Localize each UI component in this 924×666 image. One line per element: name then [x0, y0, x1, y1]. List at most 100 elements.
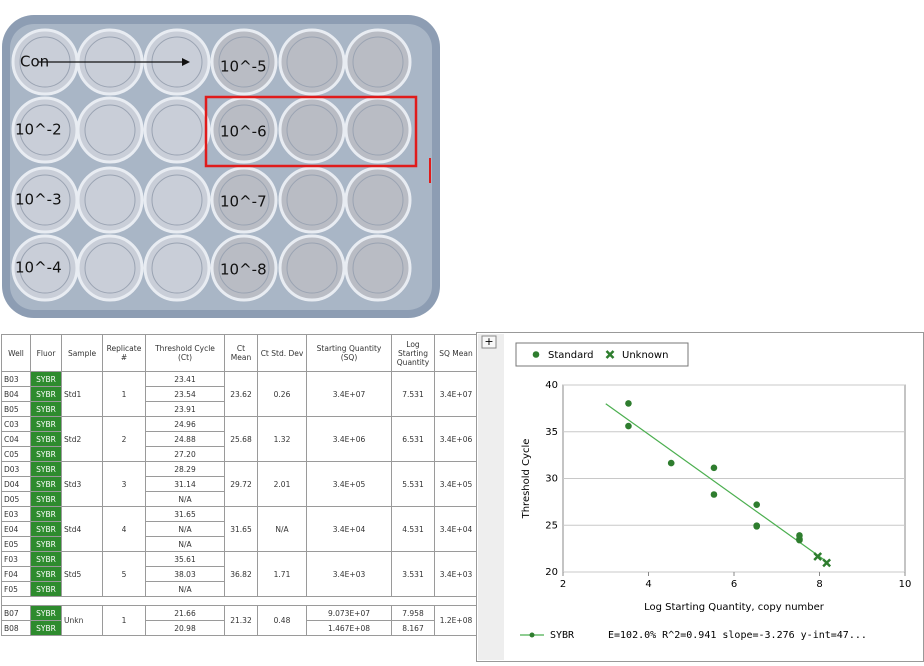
well-inner [19, 104, 71, 156]
well [210, 234, 278, 302]
well-inner [352, 36, 404, 88]
cell-ct-sd: 2.01 [257, 461, 307, 507]
table-row: C05 SYBR 27.20 [1, 446, 478, 462]
cell-well: B03 [1, 371, 31, 387]
expand-icon: + [484, 335, 493, 348]
well [278, 234, 346, 302]
cell-sq: 3.4E+06 [306, 416, 392, 462]
well-inner [151, 104, 203, 156]
well [278, 28, 346, 96]
cell-ct-mean: 21.32 [224, 605, 258, 636]
cell-ct-mean: 36.82 [224, 551, 258, 597]
well [344, 96, 412, 164]
cell-well: F04 [1, 566, 31, 582]
cell-log: 3.531 [391, 551, 435, 597]
cell-sample: Unkn [61, 605, 103, 636]
fit-stats: E=102.0% R^2=0.941 slope=-3.276 y-int=47… [608, 630, 867, 641]
cell-sq-mean: 1.2E+08 [434, 605, 478, 636]
cell-well: B05 [1, 401, 31, 417]
fit-legend-marker [529, 632, 535, 638]
well-inner [218, 174, 270, 226]
expand-button[interactable] [481, 335, 497, 349]
fit-line [605, 403, 829, 564]
cell-ct-sd: N/A [257, 506, 307, 552]
column-header: Ct Std. Dev [257, 334, 307, 372]
well-inner [218, 242, 270, 294]
cell-sq-mean: 3.4E+07 [434, 371, 478, 417]
cell-fluor: SYBR [30, 461, 62, 477]
cell-fluor: SYBR [30, 506, 62, 522]
cell-sample: Std3 [61, 461, 103, 507]
results-table: Well Fluor Sample Replicate # Threshold Cycl… [1, 334, 478, 636]
well-inner [352, 174, 404, 226]
cell-ct-mean: 25.68 [224, 416, 258, 462]
cell-well: B08 [1, 620, 31, 636]
point [710, 464, 718, 472]
highlight-box [204, 95, 418, 168]
legend-label: Unknown [622, 350, 668, 361]
well-label: 10^-4 [15, 259, 62, 277]
cell-ct-sd: 1.71 [257, 551, 307, 597]
well-label: 10^-7 [220, 193, 267, 211]
cell-fluor: SYBR [30, 431, 62, 447]
well-inner [84, 174, 136, 226]
well [143, 234, 211, 302]
legend-label: Standard [548, 350, 594, 361]
plate-photo: Con 10^-5 10^-2 10^-6 10^-3 10^-7 10^-4 … [2, 15, 440, 318]
well-label: Con [20, 53, 49, 71]
cell-sq-mean: 3.4E+04 [434, 506, 478, 552]
cell-ct: 23.54 [145, 386, 225, 402]
cell-log: 4.531 [391, 506, 435, 552]
cell-log: 8.167 [391, 620, 435, 636]
well [210, 166, 278, 234]
cell-fluor: SYBR [30, 446, 62, 462]
cell-fluor: SYBR [30, 476, 62, 492]
column-header: SQ Mean [434, 334, 478, 372]
table-row: B07 SYBR Unkn 1 21.66 21.32 0.48 9.073E+07 7.958… [1, 605, 478, 636]
cell-sq: 1.467E+08 [306, 620, 392, 636]
x-tick-label: 4 [645, 579, 651, 590]
well-label: 10^-6 [220, 123, 267, 141]
fit-name: SYBR [550, 630, 575, 641]
cell-log: 6.531 [391, 416, 435, 462]
cell-ct: 28.29 [145, 461, 225, 477]
cell-sq-mean: 3.4E+05 [434, 461, 478, 507]
cell-ct: 38.03 [145, 566, 225, 582]
cell-well: F03 [1, 551, 31, 567]
cell-replicate: 4 [102, 506, 146, 552]
spacer [1, 596, 478, 606]
cell-replicate: 5 [102, 551, 146, 597]
cell-log: 5.531 [391, 461, 435, 507]
cell-sq: 3.4E+04 [306, 506, 392, 552]
cell-ct: 31.14 [145, 476, 225, 492]
cell-fluor: SYBR [30, 566, 62, 582]
column-header: Fluor [30, 334, 62, 372]
well [344, 234, 412, 302]
well [344, 166, 412, 234]
cell-log: 7.531 [391, 371, 435, 417]
table-row: B04 SYBR 23.54 [1, 386, 478, 402]
cell-ct: N/A [145, 581, 225, 597]
point [710, 491, 718, 498]
cell-well: C05 [1, 446, 31, 462]
cell-well: D04 [1, 476, 31, 492]
well-label: 10^-2 [15, 121, 62, 139]
well-inner [352, 242, 404, 294]
y-tick-label: 25 [545, 520, 558, 531]
table-row: B03 SYBR Std1 1 23.41 23.62 0.26 3.4E+07 7.531 3.… [1, 371, 478, 417]
well-inner [19, 242, 71, 294]
x-axis-title: Log Starting Quantity, copy number [644, 602, 825, 613]
cell-well: D03 [1, 461, 31, 477]
table-row: F03 SYBR Std5 5 35.61 36.82 1.71 3.4E+03 3.531 3.… [1, 551, 478, 597]
cell-well: C04 [1, 431, 31, 447]
cell-well: F05 [1, 581, 31, 597]
table-row: D03 SYBR Std3 3 28.29 29.72 2.01 3.4E+05 5.531 3.… [1, 461, 478, 507]
well-inner [218, 36, 270, 88]
well-label: 10^-8 [220, 261, 267, 279]
well [143, 166, 211, 234]
column-header: Starting Quantity (SQ) [306, 334, 392, 372]
well-inner [286, 36, 338, 88]
point [625, 422, 632, 430]
cell-fluor: SYBR [30, 386, 62, 402]
